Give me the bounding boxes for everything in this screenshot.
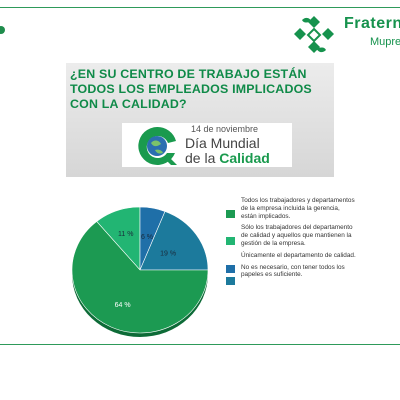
legend-label-4: No es necesario, con tener todos los pap… xyxy=(241,263,345,279)
legend-swatch-4 xyxy=(226,276,235,285)
pie-chart: 11 % 6 % 19 % 64 % xyxy=(71,206,209,337)
legend-label-1: Todos los trabajadores y departamentos d… xyxy=(241,197,355,220)
legend-item-3: Únicamente el departamento de calidad. xyxy=(226,251,356,273)
banner-title-line2: de la Calidad xyxy=(185,150,270,166)
brand-name: Fraterni xyxy=(344,15,400,32)
legend-label-2: Sólo los trabajadores del departamento d… xyxy=(241,224,353,247)
legend-swatch-2 xyxy=(226,237,235,246)
banner-title-accent: Calidad xyxy=(219,150,270,166)
brand-subtitle: Mupre xyxy=(370,36,400,48)
nav-dot-icon[interactable] xyxy=(0,26,5,34)
legend-label-3: Únicamente el departamento de calidad. xyxy=(241,251,356,259)
chart-legend: Todos los trabajadores y departamentos d… xyxy=(226,197,356,285)
fraternidad-logo-icon xyxy=(294,16,334,53)
banner-title-prefix: de la xyxy=(185,150,220,166)
banner-title-line1: Día Mundial xyxy=(185,135,260,151)
quality-day-logo-icon xyxy=(138,126,177,165)
legend-item-1: Todos los trabajadores y departamentos d… xyxy=(226,197,356,220)
legend-item-2: Sólo los trabajadores del departamento d… xyxy=(226,224,356,247)
banner-date: 14 de noviembre xyxy=(191,124,259,134)
pie-value-label-3: 6 % xyxy=(141,234,153,241)
pie-slice-1 xyxy=(71,221,209,334)
pie-value-label-1: 64 % xyxy=(115,302,131,309)
survey-question: ¿EN SU CENTRO DE TRABAJO ESTÁN TODOS LOS… xyxy=(70,67,312,111)
legend-swatch-3 xyxy=(226,264,235,273)
pie-value-label-4: 19 % xyxy=(160,250,176,257)
legend-item-4: No es necesario, con tener todos los pap… xyxy=(226,263,356,285)
pie-slice-4 xyxy=(139,211,209,271)
legend-swatch-1 xyxy=(226,210,235,218)
pie-value-label-2: 11 % xyxy=(118,231,133,238)
